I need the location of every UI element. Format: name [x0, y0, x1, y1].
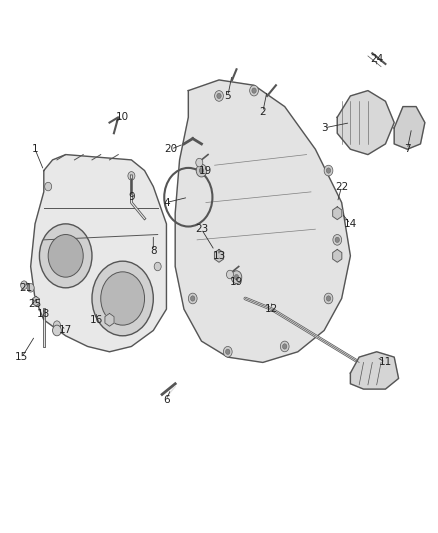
Circle shape: [252, 88, 256, 93]
Polygon shape: [32, 296, 39, 306]
Circle shape: [39, 224, 92, 288]
Circle shape: [199, 168, 204, 173]
Circle shape: [226, 270, 233, 279]
Text: 8: 8: [150, 246, 157, 255]
Circle shape: [250, 85, 258, 96]
Circle shape: [226, 349, 230, 354]
Text: 2: 2: [259, 107, 266, 117]
Circle shape: [280, 341, 289, 352]
Polygon shape: [175, 80, 350, 362]
Polygon shape: [394, 107, 425, 149]
Polygon shape: [333, 207, 342, 220]
Circle shape: [324, 293, 333, 304]
Text: 21: 21: [20, 283, 33, 293]
Polygon shape: [31, 155, 166, 352]
Text: 10: 10: [116, 112, 129, 122]
Circle shape: [53, 321, 60, 329]
Circle shape: [234, 274, 239, 280]
Text: 13: 13: [212, 251, 226, 261]
Text: 23: 23: [195, 224, 208, 234]
Text: 7: 7: [404, 144, 411, 154]
Text: 15: 15: [15, 352, 28, 362]
Text: 11: 11: [379, 358, 392, 367]
Circle shape: [45, 182, 52, 191]
Circle shape: [283, 344, 287, 349]
Circle shape: [154, 262, 161, 271]
Circle shape: [326, 296, 331, 301]
Circle shape: [101, 272, 145, 325]
Text: 18: 18: [37, 310, 50, 319]
Text: 22: 22: [335, 182, 348, 191]
Text: 9: 9: [128, 192, 135, 202]
Circle shape: [92, 261, 153, 336]
Circle shape: [27, 284, 34, 292]
Text: 4: 4: [163, 198, 170, 207]
Text: 12: 12: [265, 304, 278, 314]
Circle shape: [231, 271, 242, 284]
Text: 25: 25: [28, 299, 42, 309]
Polygon shape: [215, 249, 223, 262]
Text: 17: 17: [59, 326, 72, 335]
Circle shape: [196, 158, 203, 167]
Text: 16: 16: [90, 315, 103, 325]
Circle shape: [223, 346, 232, 357]
Polygon shape: [350, 352, 399, 389]
Text: 1: 1: [32, 144, 39, 154]
Polygon shape: [333, 249, 342, 262]
Circle shape: [48, 235, 83, 277]
Polygon shape: [105, 313, 114, 326]
Circle shape: [335, 237, 339, 243]
Text: 19: 19: [230, 278, 243, 287]
Circle shape: [215, 91, 223, 101]
Circle shape: [128, 172, 135, 180]
Circle shape: [326, 168, 331, 173]
Circle shape: [324, 165, 333, 176]
Circle shape: [191, 296, 195, 301]
Circle shape: [21, 281, 28, 289]
Text: 6: 6: [163, 395, 170, 405]
Polygon shape: [337, 91, 394, 155]
Circle shape: [217, 93, 221, 99]
Circle shape: [53, 325, 61, 336]
Text: 3: 3: [321, 123, 328, 133]
Text: 24: 24: [370, 54, 383, 63]
Text: 20: 20: [164, 144, 177, 154]
Circle shape: [196, 164, 207, 177]
Text: 14: 14: [344, 219, 357, 229]
Text: 5: 5: [224, 91, 231, 101]
Circle shape: [188, 293, 197, 304]
Circle shape: [333, 235, 342, 245]
Text: 19: 19: [199, 166, 212, 175]
